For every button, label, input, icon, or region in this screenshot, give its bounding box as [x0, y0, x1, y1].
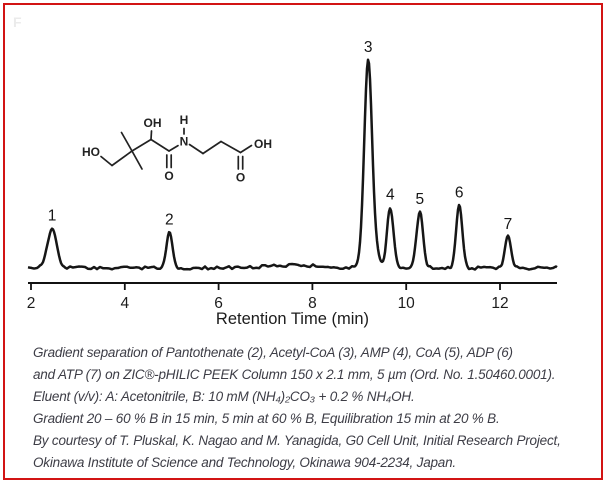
- x-axis-tick-label: 10: [398, 295, 416, 312]
- watermark-f: F: [13, 14, 22, 30]
- caption-line: Gradient separation of Pantothenate (2),…: [33, 345, 513, 360]
- peak-label-2: 2: [165, 212, 174, 229]
- peak-label-5: 5: [415, 191, 424, 208]
- chromatogram-trace: [27, 58, 558, 271]
- peak-label-3: 3: [364, 39, 373, 56]
- atom-label-oh-top: OH: [144, 116, 162, 130]
- caption-line: and ATP (7) on ZIC®-pHILIC PEEK Column 1…: [33, 367, 556, 382]
- chemical-structure: HO OH H N O O OH: [82, 113, 272, 185]
- peak-label-1: 1: [48, 207, 57, 224]
- x-axis-tick-label: 6: [214, 295, 223, 312]
- x-axis-tick-label: 12: [491, 295, 508, 312]
- atom-label-n-amide: N: [180, 135, 189, 149]
- peak-label-6: 6: [455, 185, 464, 202]
- caption-line: By courtesy of T. Pluskal, K. Nagao and …: [33, 433, 561, 448]
- x-axis-tick-label: 8: [308, 295, 317, 312]
- peak-label-7: 7: [504, 216, 513, 233]
- atom-label-o-carbonyl: O: [164, 169, 173, 183]
- caption-line: Gradient 20 – 60 % B in 15 min, 5 min at…: [33, 411, 500, 426]
- figure-caption: Gradient separation of Pantothenate (2),…: [33, 342, 581, 474]
- peak-label-4: 4: [386, 187, 395, 204]
- atom-label-ho: HO: [82, 145, 100, 159]
- atom-label-oh-acid: OH: [254, 137, 272, 151]
- x-axis-tick-label: 4: [120, 295, 129, 312]
- atom-label-h-amide: H: [180, 113, 189, 127]
- x-axis-title: Retention Time (min): [216, 310, 369, 328]
- structure-bonds: [100, 127, 253, 170]
- caption-line: Eluent (v/v): A: Acetonitrile, B: 10 mM …: [33, 389, 415, 404]
- caption-line: Okinawa Institute of Science and Technol…: [33, 455, 456, 470]
- atom-label-o-acid: O: [236, 171, 245, 185]
- x-axis-tick-label: 2: [27, 295, 36, 312]
